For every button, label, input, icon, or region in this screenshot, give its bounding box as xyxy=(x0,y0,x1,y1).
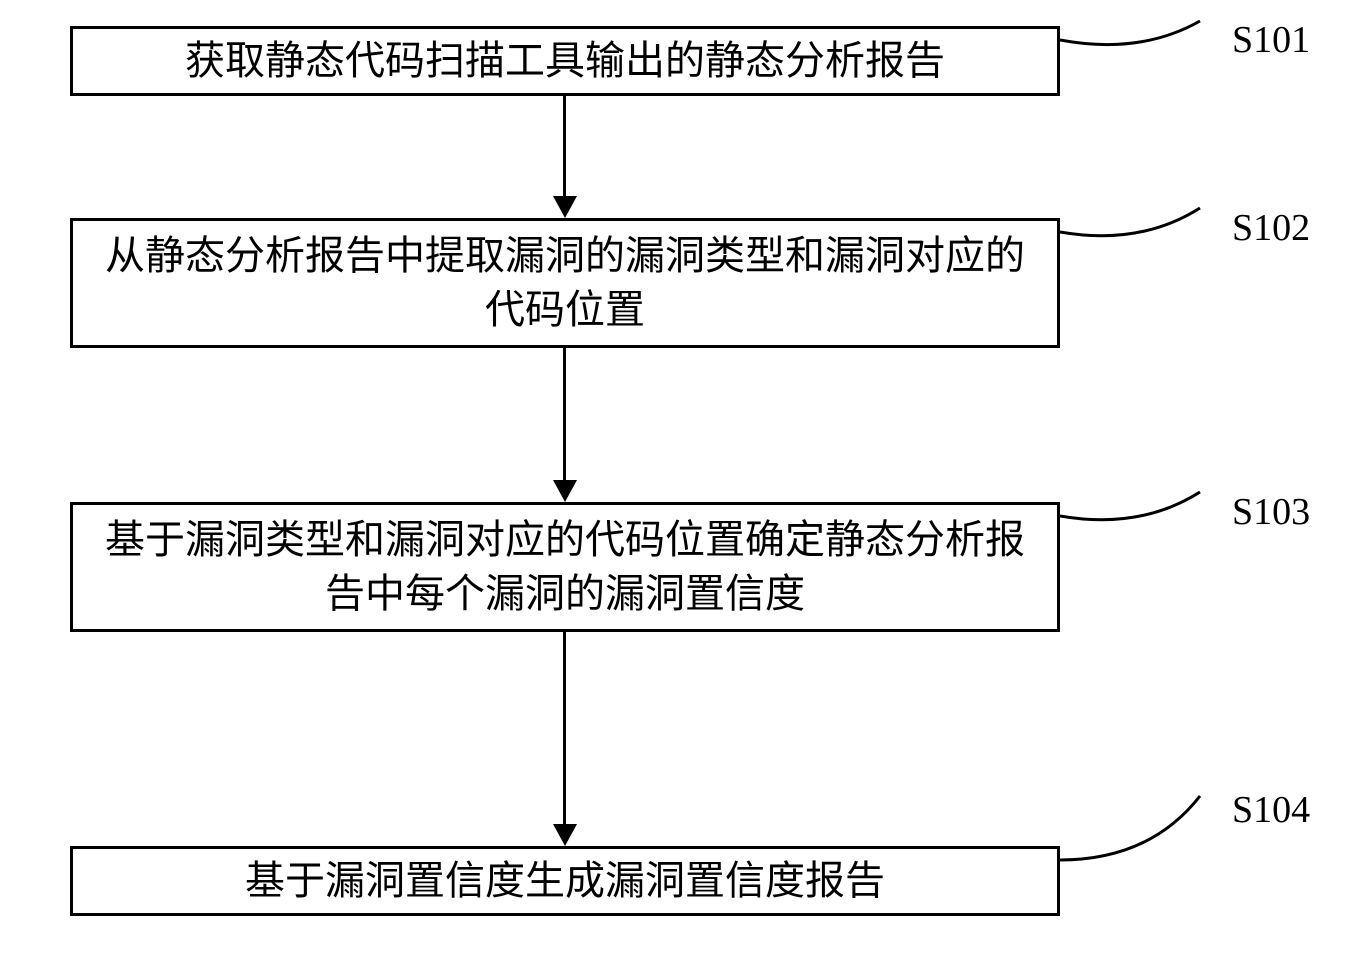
step-label-s104: S104 xyxy=(1232,788,1310,832)
flow-step-s104: 基于漏洞置信度生成漏洞置信度报告 xyxy=(70,846,1060,916)
flow-arrow xyxy=(563,348,566,480)
flow-arrow xyxy=(563,96,566,196)
flow-step-text: 基于漏洞类型和漏洞对应的代码位置确定静态分析报告中每个漏洞的漏洞置信度 xyxy=(97,513,1033,621)
flow-arrow xyxy=(563,632,566,824)
flow-step-text: 基于漏洞置信度生成漏洞置信度报告 xyxy=(245,854,885,908)
arrow-head-icon xyxy=(553,480,577,502)
flow-step-s101: 获取静态代码扫描工具输出的静态分析报告 xyxy=(70,26,1060,96)
step-label-s102: S102 xyxy=(1232,206,1310,250)
step-label-s103: S103 xyxy=(1232,490,1310,534)
leader-line-icon xyxy=(1060,202,1230,246)
leader-line-icon xyxy=(1060,788,1230,868)
step-label-s101: S101 xyxy=(1232,18,1310,62)
leader-line-icon xyxy=(1060,486,1230,530)
flow-step-text: 从静态分析报告中提取漏洞的漏洞类型和漏洞对应的代码位置 xyxy=(97,229,1033,337)
arrow-head-icon xyxy=(553,824,577,846)
arrow-head-icon xyxy=(553,196,577,218)
flow-step-text: 获取静态代码扫描工具输出的静态分析报告 xyxy=(185,34,945,88)
flow-step-s102: 从静态分析报告中提取漏洞的漏洞类型和漏洞对应的代码位置 xyxy=(70,218,1060,348)
leader-line-icon xyxy=(1060,15,1230,55)
flow-step-s103: 基于漏洞类型和漏洞对应的代码位置确定静态分析报告中每个漏洞的漏洞置信度 xyxy=(70,502,1060,632)
